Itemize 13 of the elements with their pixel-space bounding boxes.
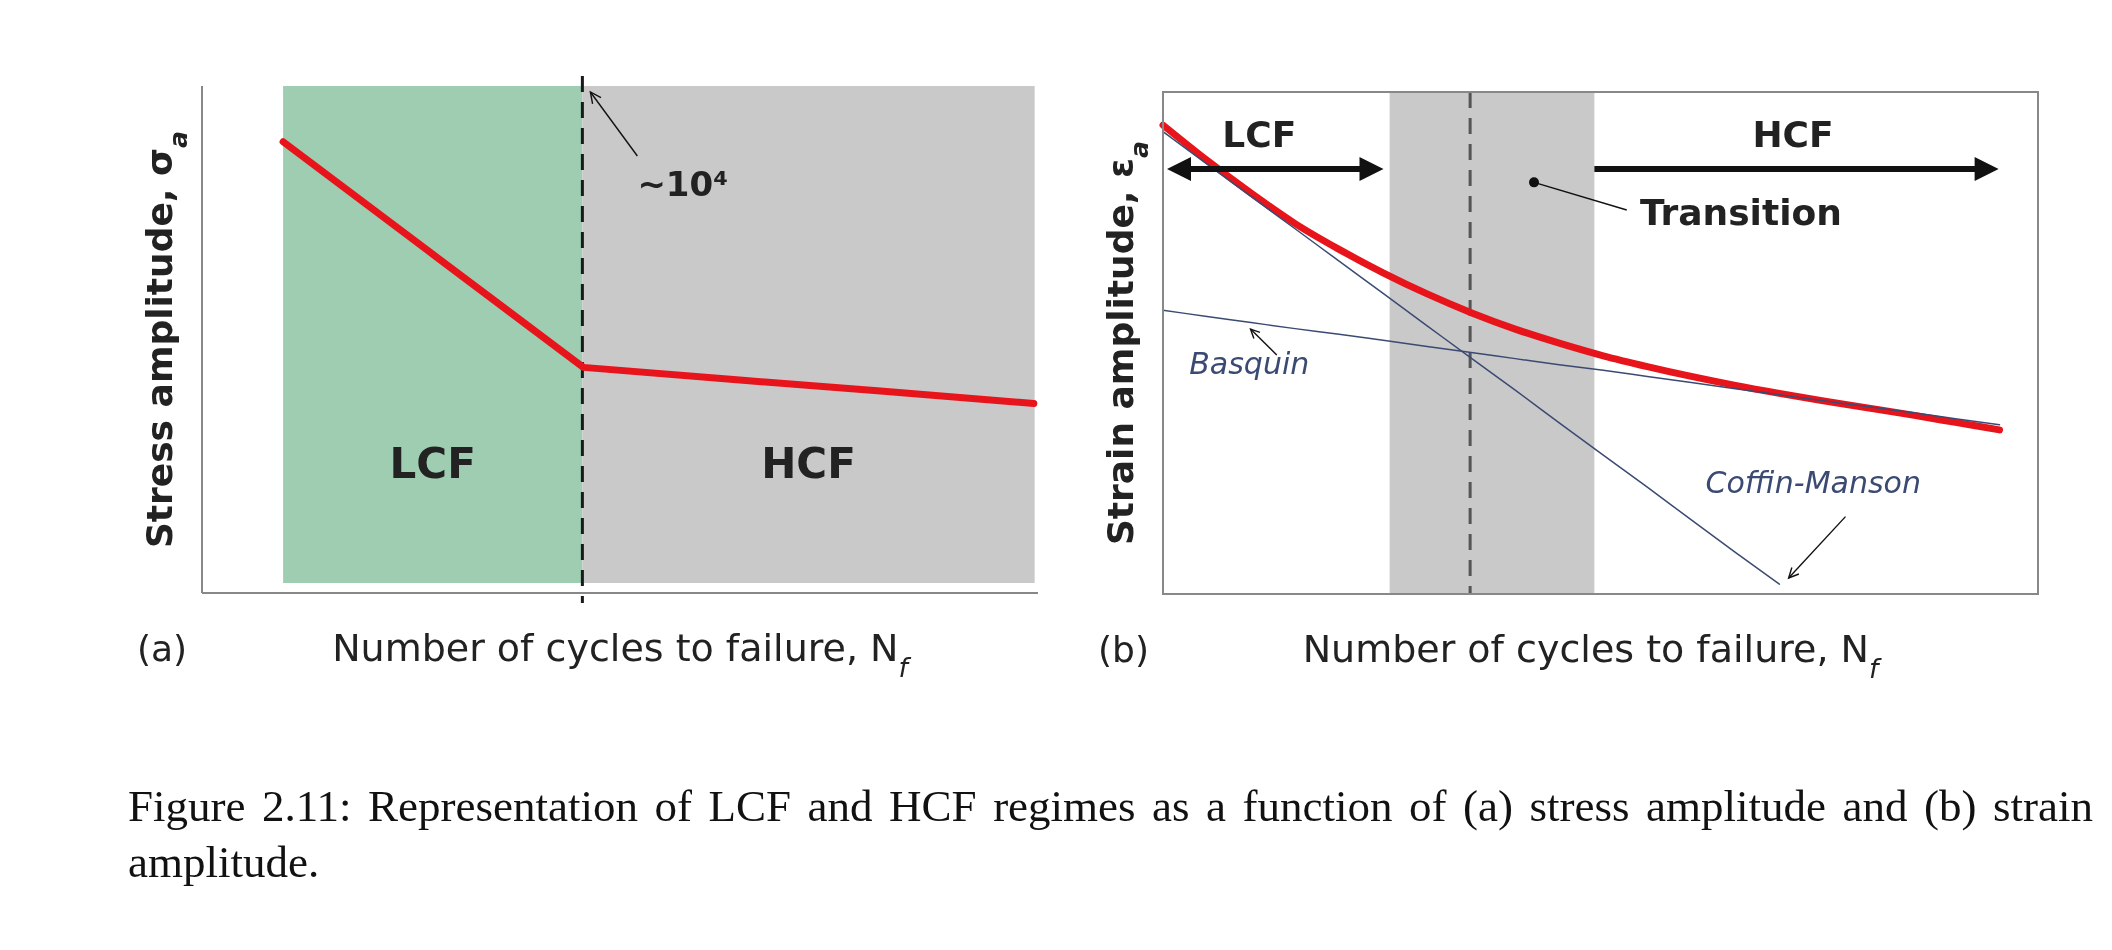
annotation: HCF xyxy=(761,439,856,488)
caption: Figure 2.11: Representation of LCF and HCF regimes as a function of (a) stress amplitude and (b) strain amplitude. xyxy=(128,780,2093,889)
annotation: LCF xyxy=(389,439,476,488)
x-axis-title: Number of cycles to failure, N$_{f}$ xyxy=(332,626,912,683)
annotation: ~10⁴ xyxy=(637,164,729,204)
annotation: HCF xyxy=(1752,114,1834,155)
series-label: Coffin-Manson xyxy=(1705,465,1921,501)
annotation: Transition xyxy=(1639,192,1842,234)
series-label: Basquin xyxy=(1189,345,1310,381)
text: (b) xyxy=(1098,629,1149,670)
x-axis-title: Number of cycles to failure, N$_{f}$ xyxy=(1302,627,1882,684)
annotation: LCF xyxy=(1222,114,1297,155)
text: (a) xyxy=(137,628,188,669)
